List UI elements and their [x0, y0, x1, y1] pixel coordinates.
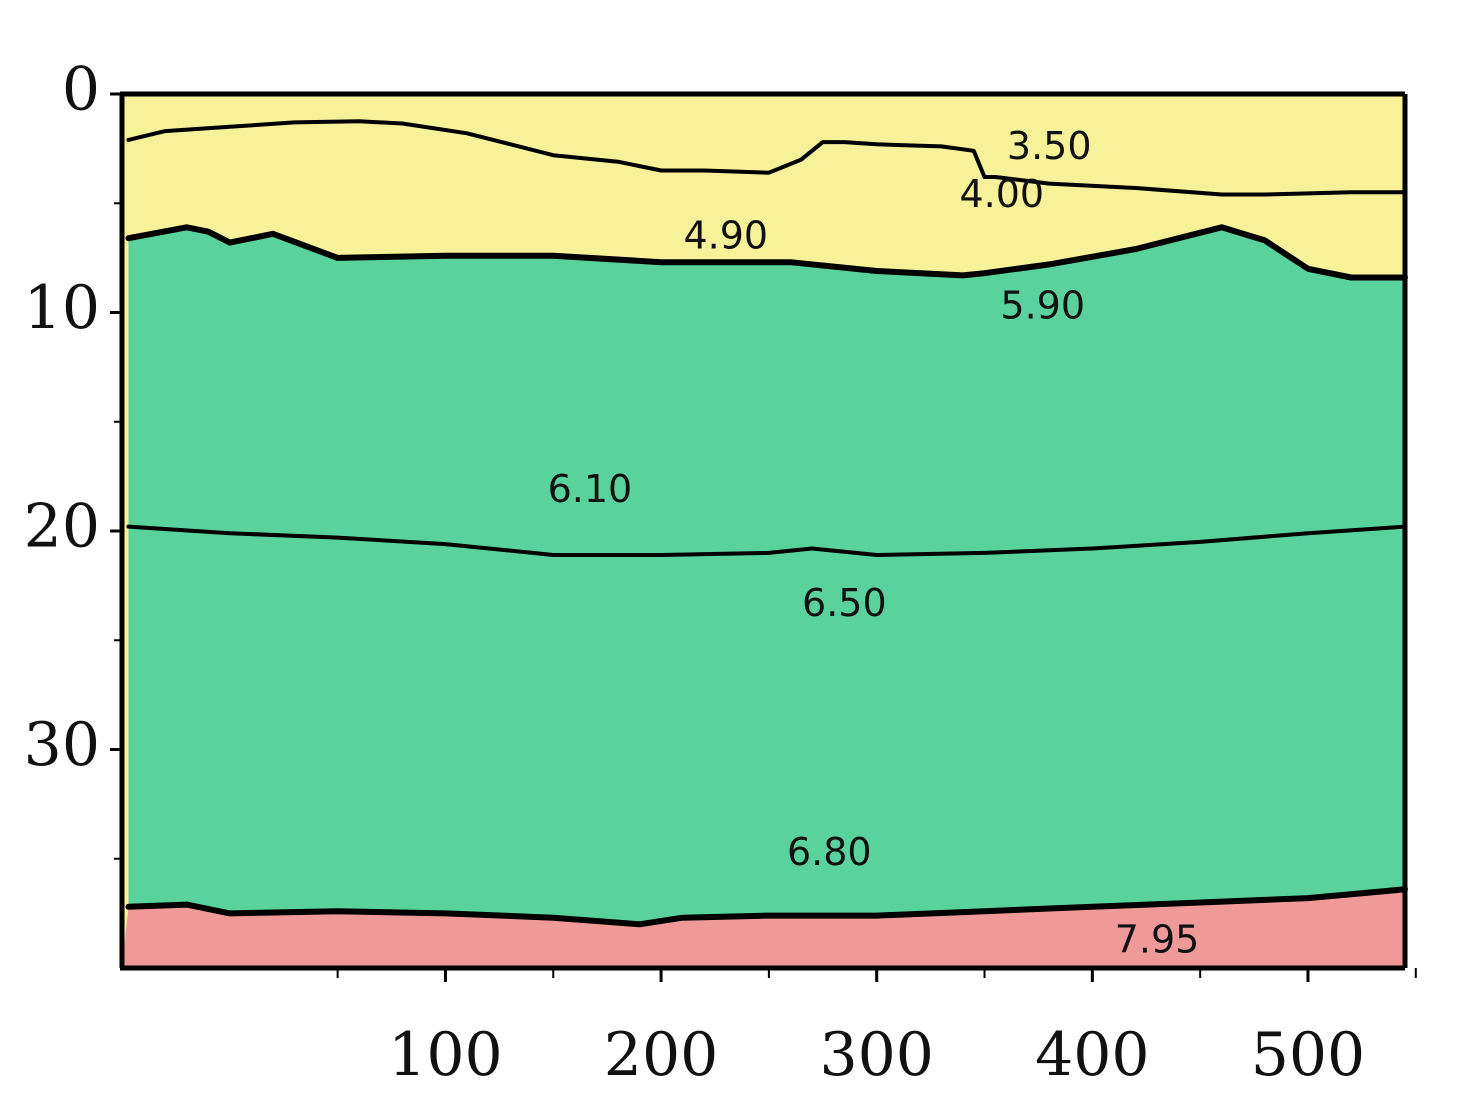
boundary-line-2 [125, 224, 1408, 281]
x-axis: 100 200 300 400 500 [336, 968, 1417, 1090]
boundary-line-4 [125, 886, 1408, 928]
x-tick-label-400: 400 [1035, 1020, 1150, 1090]
x-tick-label-300: 300 [819, 1020, 934, 1090]
y-tick-label-0: 0 [62, 55, 100, 125]
layer-label-6: 6.50 [802, 581, 887, 625]
y-tick-label-20: 20 [24, 492, 100, 562]
layer-label-8: 7.95 [1115, 917, 1200, 961]
x-tick-label-100: 100 [388, 1020, 503, 1090]
x-tick-label-200: 200 [604, 1020, 719, 1090]
layer-label-1: 3.50 [1007, 124, 1092, 168]
zones-layer [122, 94, 1405, 968]
layer-label-7: 6.80 [787, 830, 872, 874]
layer-label-2: 4.00 [959, 172, 1044, 216]
x-tick-label-500: 500 [1251, 1020, 1366, 1090]
layer-label-4: 5.90 [1000, 284, 1085, 328]
y-tick-label-30: 30 [24, 710, 100, 780]
layer-labels: 3.504.00 4.90 5.90 6.10 6.50 6.80 7.95 [548, 124, 1200, 961]
boundaries-layer [125, 119, 1408, 928]
y-tick-label-10: 10 [24, 273, 100, 343]
boundary-line-3 [126, 524, 1407, 557]
layer-label-3: 4.90 [683, 214, 768, 258]
boundary-line-1 [126, 119, 1407, 197]
layer-label-5: 6.10 [548, 467, 633, 511]
y-axis: 0 10 20 30 [24, 55, 122, 860]
zone-middle [128, 227, 1405, 925]
